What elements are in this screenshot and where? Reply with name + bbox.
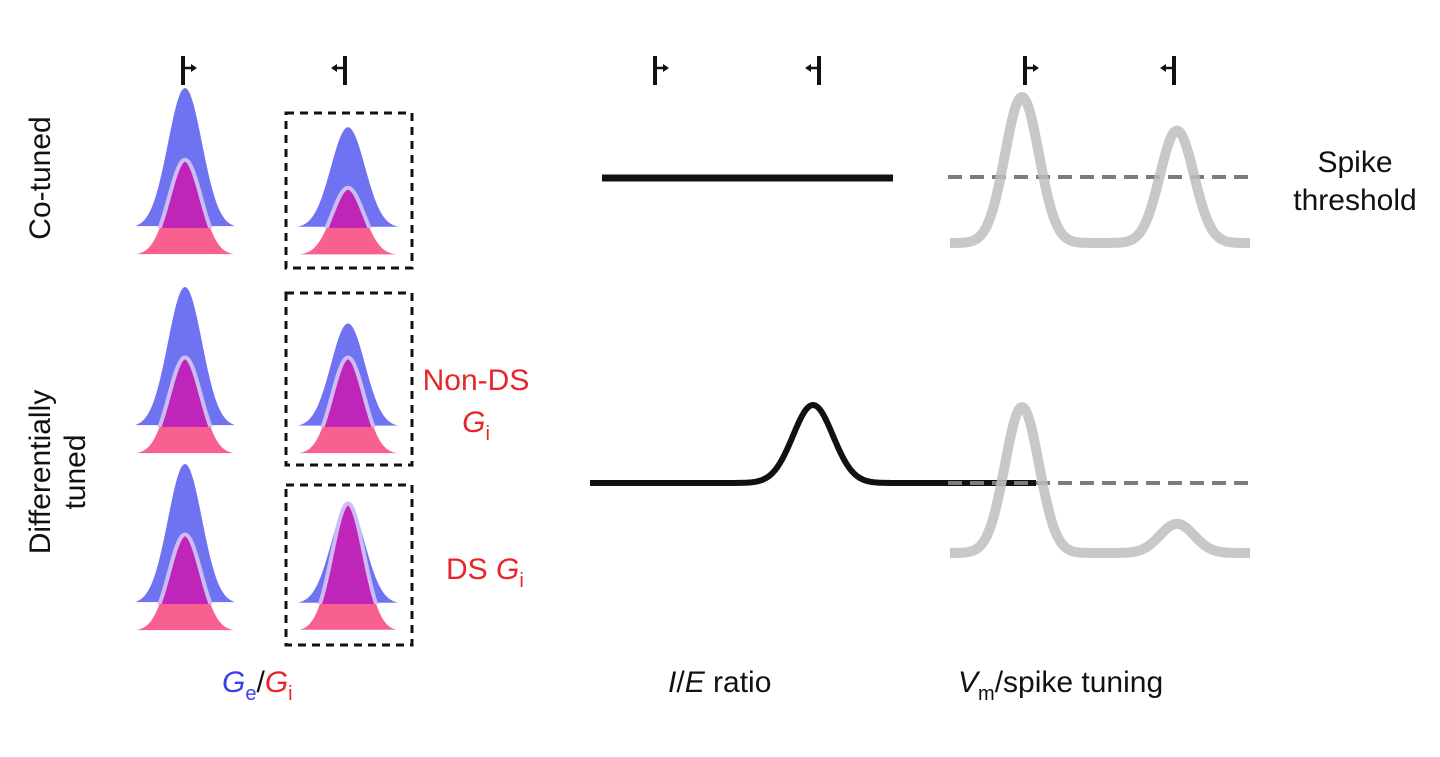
slash: / bbox=[256, 666, 265, 699]
preferred-direction-tick-icon bbox=[181, 56, 197, 85]
null-direction-tick-icon bbox=[805, 56, 821, 85]
gi-outline bbox=[317, 501, 379, 604]
tick-arrow-head bbox=[191, 64, 197, 72]
i-symbol: I bbox=[668, 666, 676, 699]
gi-outline bbox=[157, 157, 213, 228]
preferred-direction-tick-icon bbox=[653, 56, 669, 85]
gi-subscript: i bbox=[288, 683, 292, 705]
conductance-tuning-curve bbox=[135, 464, 235, 631]
ds-prefix: DS bbox=[446, 553, 496, 586]
slash: / bbox=[676, 666, 685, 699]
gi-outline bbox=[320, 355, 376, 427]
g-symbol: G bbox=[462, 406, 485, 439]
conductance-tuning-curve bbox=[135, 88, 235, 255]
tick-arrow-head bbox=[331, 64, 337, 72]
null-direction-tick-icon bbox=[331, 56, 347, 85]
vm-tuning-curve bbox=[946, 402, 1254, 558]
e-symbol: E bbox=[685, 666, 706, 699]
tick-arrow-head bbox=[1160, 64, 1166, 72]
tick-arrow-head bbox=[805, 64, 811, 72]
null-direction-tick-icon bbox=[1160, 56, 1176, 85]
ge-gi-overlap bbox=[326, 187, 370, 228]
gi-outline bbox=[157, 532, 213, 604]
ge-gi-overlap bbox=[159, 534, 211, 604]
spike-tuning-text: /spike tuning bbox=[995, 666, 1163, 699]
conductance-tuning-curve bbox=[298, 323, 398, 454]
gi-outline bbox=[324, 185, 372, 228]
vm-tuning-curve bbox=[946, 92, 1254, 248]
ge-gi-overlap bbox=[159, 357, 211, 427]
conductance-tuning-curve bbox=[135, 287, 235, 454]
spike-threshold-label-1: Spike bbox=[1317, 146, 1392, 179]
g-symbol: G bbox=[496, 553, 519, 586]
ge-gi-overlap bbox=[322, 357, 374, 427]
ie-ratio-curve-differential bbox=[590, 401, 1036, 486]
null-direction-box bbox=[284, 483, 414, 647]
gi-symbol: G bbox=[265, 666, 288, 699]
row-label-differentially: Differentially bbox=[24, 390, 57, 555]
ge-symbol: G bbox=[222, 666, 245, 699]
conductance-tuning-curve bbox=[298, 501, 398, 630]
ds-gi-label: DS Gi bbox=[446, 553, 524, 592]
ge-gi-overlap bbox=[159, 159, 211, 228]
vm-spike-tuning-label: Vm/spike tuning bbox=[958, 666, 1163, 705]
subscript: i bbox=[519, 570, 523, 592]
null-direction-box bbox=[284, 111, 414, 270]
conductance-tuning-curve bbox=[298, 127, 398, 255]
tick-arrow-head bbox=[663, 64, 669, 72]
ge-gi-overlap bbox=[319, 503, 377, 604]
subscript: i bbox=[485, 423, 489, 445]
ratio-text: ratio bbox=[705, 666, 772, 699]
ie-ratio-label: I/E ratio bbox=[668, 666, 771, 699]
gi-outline bbox=[157, 355, 213, 427]
row-label-co-tuned: Co-tuned bbox=[24, 116, 57, 239]
preferred-direction-tick-icon bbox=[1023, 56, 1039, 85]
null-direction-box bbox=[284, 291, 414, 467]
ge-curve bbox=[135, 88, 235, 227]
ge-gi-label: Ge/Gi bbox=[222, 666, 293, 705]
tick-arrow-head bbox=[1033, 64, 1039, 72]
ge-curve bbox=[298, 127, 398, 227]
non-ds-label: Non-DS bbox=[423, 364, 530, 397]
vm-subscript: m bbox=[978, 683, 995, 705]
v-symbol: V bbox=[958, 666, 981, 699]
ge-subscript: e bbox=[245, 683, 256, 705]
row-label-tuned: tuned bbox=[59, 434, 92, 509]
spike-threshold-label-2: threshold bbox=[1293, 184, 1416, 217]
non-ds-gi-label: Gi bbox=[462, 406, 490, 445]
